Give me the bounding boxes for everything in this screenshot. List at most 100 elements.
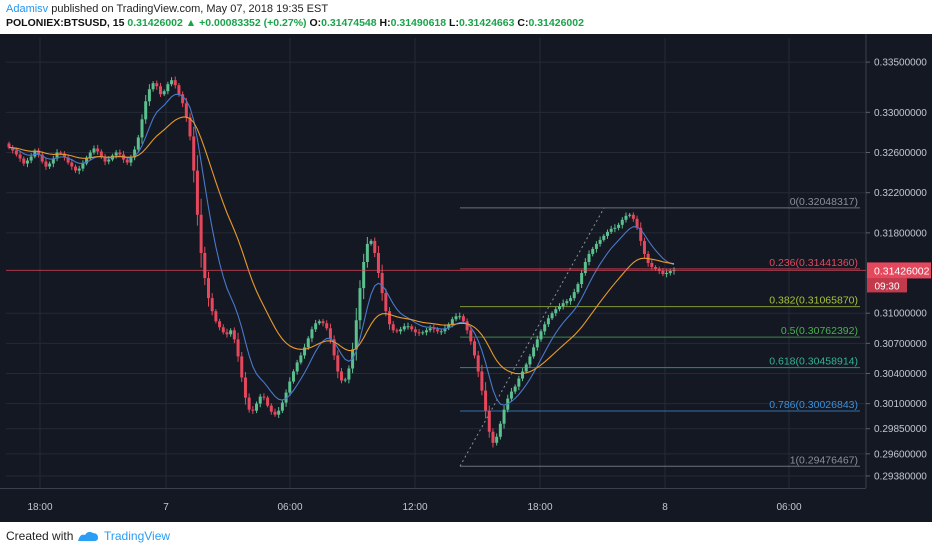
candle[interactable] (476, 355, 480, 372)
candle[interactable] (59, 152, 63, 154)
candle[interactable] (51, 158, 55, 164)
candle[interactable] (177, 85, 181, 95)
candle[interactable] (7, 143, 11, 148)
candle[interactable] (11, 147, 15, 151)
candle[interactable] (480, 371, 484, 391)
candle[interactable] (85, 157, 89, 164)
candle[interactable] (70, 162, 74, 167)
candle[interactable] (273, 411, 277, 415)
candle[interactable] (103, 156, 107, 162)
candle[interactable] (591, 248, 595, 254)
candle[interactable] (277, 410, 281, 415)
fib-trend-line[interactable] (459, 207, 605, 467)
candle[interactable] (74, 166, 77, 171)
candle[interactable] (565, 301, 569, 304)
candle[interactable] (424, 330, 428, 333)
candle[interactable] (284, 392, 288, 403)
candle[interactable] (432, 328, 436, 330)
candle[interactable] (521, 371, 525, 379)
candle[interactable] (661, 271, 665, 275)
author-link[interactable]: Adamisv (6, 3, 49, 15)
candle[interactable] (487, 410, 491, 432)
candle[interactable] (402, 326, 406, 330)
candle[interactable] (269, 405, 273, 412)
candle[interactable] (528, 356, 532, 365)
candle[interactable] (606, 231, 609, 236)
candle[interactable] (399, 329, 403, 332)
candle[interactable] (262, 396, 266, 398)
candle[interactable] (207, 278, 210, 299)
candle[interactable] (129, 157, 133, 163)
candle[interactable] (247, 397, 251, 410)
candle[interactable] (33, 150, 37, 157)
candle[interactable] (229, 330, 233, 335)
candle[interactable] (635, 218, 639, 228)
candle[interactable] (25, 160, 29, 164)
candle[interactable] (458, 316, 462, 318)
candle[interactable] (181, 94, 185, 104)
candle[interactable] (151, 83, 155, 90)
candle[interactable] (343, 379, 347, 381)
candle[interactable] (221, 327, 225, 333)
candle[interactable] (539, 331, 543, 340)
candle[interactable] (288, 381, 292, 393)
candle[interactable] (546, 318, 550, 325)
candle[interactable] (218, 321, 222, 328)
candle[interactable] (321, 321, 325, 324)
candle[interactable] (199, 214, 203, 253)
candle[interactable] (251, 409, 255, 411)
candle[interactable] (336, 355, 340, 372)
candle[interactable] (631, 214, 635, 219)
candle[interactable] (654, 267, 658, 270)
candle[interactable] (118, 152, 122, 155)
candle[interactable] (133, 149, 137, 158)
candle[interactable] (495, 436, 499, 443)
candle[interactable] (62, 153, 66, 158)
candle[interactable] (587, 253, 591, 262)
candle[interactable] (465, 321, 469, 331)
candle[interactable] (332, 339, 336, 356)
candle[interactable] (509, 391, 513, 399)
candle[interactable] (358, 288, 362, 321)
candle[interactable] (391, 324, 395, 331)
candle[interactable] (44, 161, 48, 167)
candle[interactable] (295, 362, 299, 372)
candle[interactable] (447, 324, 451, 329)
candle[interactable] (543, 324, 547, 332)
candle[interactable] (550, 313, 554, 319)
candle[interactable] (144, 101, 148, 120)
candle[interactable] (125, 159, 129, 163)
candle[interactable] (580, 273, 584, 285)
candle[interactable] (428, 328, 432, 331)
candlesticks[interactable] (7, 76, 676, 448)
candle[interactable] (299, 355, 303, 363)
candle[interactable] (639, 227, 643, 241)
candle[interactable] (384, 293, 388, 312)
candle[interactable] (469, 330, 473, 342)
candle[interactable] (598, 239, 602, 244)
candle[interactable] (347, 368, 351, 380)
candle[interactable] (232, 330, 236, 340)
candle[interactable] (609, 228, 613, 232)
candle[interactable] (317, 321, 321, 324)
candle[interactable] (557, 306, 561, 310)
candle[interactable] (376, 252, 380, 274)
candle[interactable] (354, 320, 358, 350)
candle[interactable] (583, 261, 587, 274)
candle[interactable] (170, 80, 174, 85)
candle[interactable] (99, 151, 103, 157)
time-axis[interactable]: 18:00 7 06:00 12:00 18:00 8 06:00 (0, 488, 866, 514)
candle[interactable] (96, 148, 100, 152)
tradingview-brand-link[interactable]: TradingView (104, 529, 171, 543)
candle[interactable] (569, 298, 573, 302)
candle[interactable] (668, 271, 672, 274)
candle[interactable] (210, 298, 214, 312)
candle[interactable] (107, 159, 111, 162)
candle[interactable] (195, 170, 199, 215)
candle[interactable] (240, 356, 244, 378)
candle[interactable] (665, 273, 669, 275)
candle[interactable] (436, 329, 440, 332)
candle[interactable] (524, 364, 528, 372)
candle[interactable] (66, 157, 70, 163)
candle[interactable] (173, 80, 177, 86)
